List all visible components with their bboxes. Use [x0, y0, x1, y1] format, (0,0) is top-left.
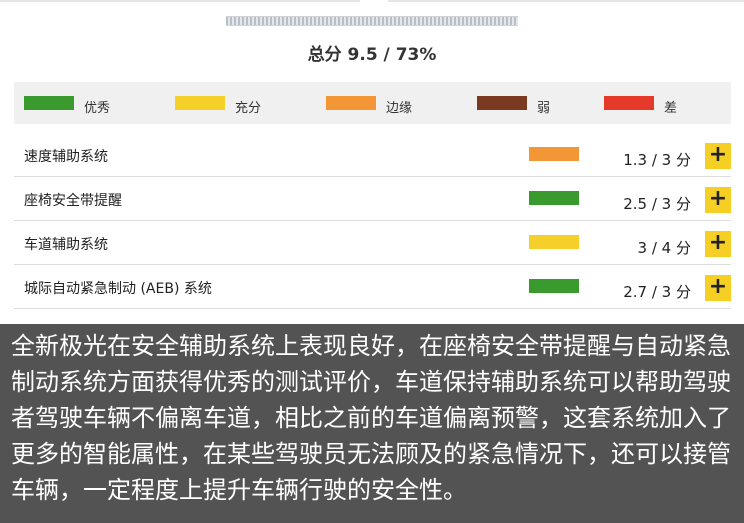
- legend-swatch-excellent: [24, 96, 74, 110]
- rating-bar: [529, 191, 579, 205]
- row-label: 座椅安全带提醒: [24, 193, 122, 209]
- legend-item-marginal: 边缘: [326, 95, 412, 116]
- rating-bar: [529, 235, 579, 249]
- legend-swatch-sufficient: [175, 96, 225, 110]
- legend-item-excellent: 优秀: [24, 95, 110, 116]
- legend-label-marginal: 边缘: [386, 100, 413, 116]
- legend-item-weak: 弱: [477, 95, 550, 116]
- top-divider-right: [388, 0, 744, 2]
- table-row-aeb: 城际自动紧急制动 (AEB) 系统 2.7 / 3 分 +: [14, 266, 731, 309]
- legend-swatch-weak: [477, 96, 527, 110]
- expand-button[interactable]: +: [705, 187, 731, 213]
- total-score: 总分 9.5 / 73%: [307, 45, 437, 65]
- row-score: 2.7 / 3 分: [623, 283, 691, 301]
- legend-label-weak: 弱: [537, 100, 551, 116]
- table-row-lane-assist: 车道辅助系统 3 / 4 分 +: [14, 222, 731, 265]
- expand-button[interactable]: +: [705, 143, 731, 169]
- table-row-seatbelt-reminder: 座椅安全带提醒 2.5 / 3 分 +: [14, 178, 731, 221]
- table-row-speed-assist: 速度辅助系统 1.3 / 3 分 +: [14, 134, 731, 177]
- legend-label-poor: 差: [664, 100, 678, 116]
- caption-box: 全新极光在安全辅助系统上表现良好，在座椅安全带提醒与自动紧急制动系统方面获得优秀…: [0, 324, 744, 523]
- legend-label-sufficient: 充分: [235, 100, 262, 116]
- row-score: 1.3 / 3 分: [623, 151, 691, 169]
- row-score: 2.5 / 3 分: [623, 195, 691, 213]
- rating-bar: [529, 279, 579, 293]
- legend-swatch-marginal: [326, 96, 376, 110]
- row-label: 车道辅助系统: [24, 237, 108, 253]
- row-label: 速度辅助系统: [24, 149, 108, 165]
- top-divider-left: [0, 0, 360, 2]
- legend-item-sufficient: 充分: [175, 95, 261, 116]
- legend-label-excellent: 优秀: [84, 100, 111, 116]
- legend-swatch-poor: [604, 96, 654, 110]
- row-score: 3 / 4 分: [637, 239, 691, 257]
- score-progress-bar: [226, 16, 518, 26]
- row-label: 城际自动紧急制动 (AEB) 系统: [24, 281, 212, 297]
- expand-button[interactable]: +: [705, 275, 731, 301]
- rating-legend: 优秀 充分 边缘 弱 差: [14, 82, 731, 124]
- rating-bar: [529, 147, 579, 161]
- expand-button[interactable]: +: [705, 231, 731, 257]
- legend-item-poor: 差: [604, 95, 677, 116]
- caption-text: 全新极光在安全辅助系统上表现良好，在座椅安全带提醒与自动紧急制动系统方面获得优秀…: [11, 332, 731, 504]
